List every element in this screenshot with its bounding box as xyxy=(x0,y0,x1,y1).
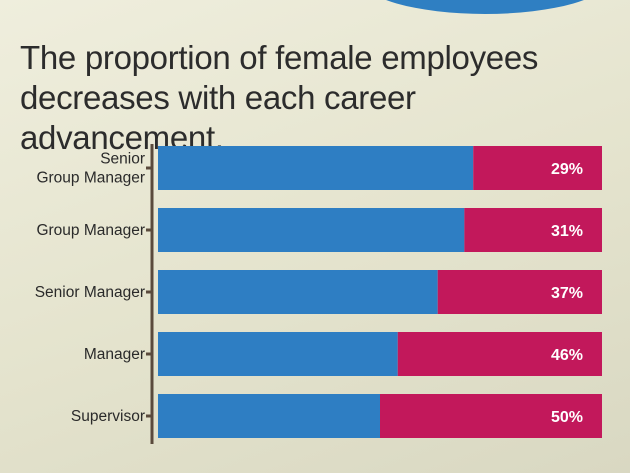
bar-segment-male xyxy=(158,332,398,376)
data-label: 37% xyxy=(551,285,583,302)
category-label-line: Group Manager xyxy=(36,170,145,187)
category-label-line: Senior xyxy=(100,151,145,168)
category-label-line: Group Manager xyxy=(36,222,145,239)
bar-segment-female xyxy=(397,332,602,376)
category-label-line: Senior Manager xyxy=(35,284,145,301)
data-label: 50% xyxy=(551,409,583,426)
category-label: Group Manager xyxy=(36,222,145,239)
bar-segment-male xyxy=(158,394,380,438)
bar-segment-female xyxy=(437,270,602,314)
category-label: Senior Manager xyxy=(35,284,145,301)
category-label: Senior Group Manager xyxy=(36,151,145,187)
category-label-line: Manager xyxy=(84,346,145,363)
category-label: Manager xyxy=(84,346,145,363)
bar-segment-male xyxy=(158,208,465,252)
chart-title-line-1: The proportion of female employees xyxy=(20,39,539,76)
category-label: Supervisor xyxy=(71,408,145,425)
bar-segment-female xyxy=(473,146,602,190)
data-label: 31% xyxy=(551,223,583,240)
bar-segment-female xyxy=(380,394,602,438)
bar-segment-male xyxy=(158,270,438,314)
data-label: 29% xyxy=(551,161,583,178)
data-label: 46% xyxy=(551,347,583,364)
bar-segment-male xyxy=(158,146,474,190)
bar-segment-female xyxy=(464,208,602,252)
category-label-line: Supervisor xyxy=(71,408,145,425)
